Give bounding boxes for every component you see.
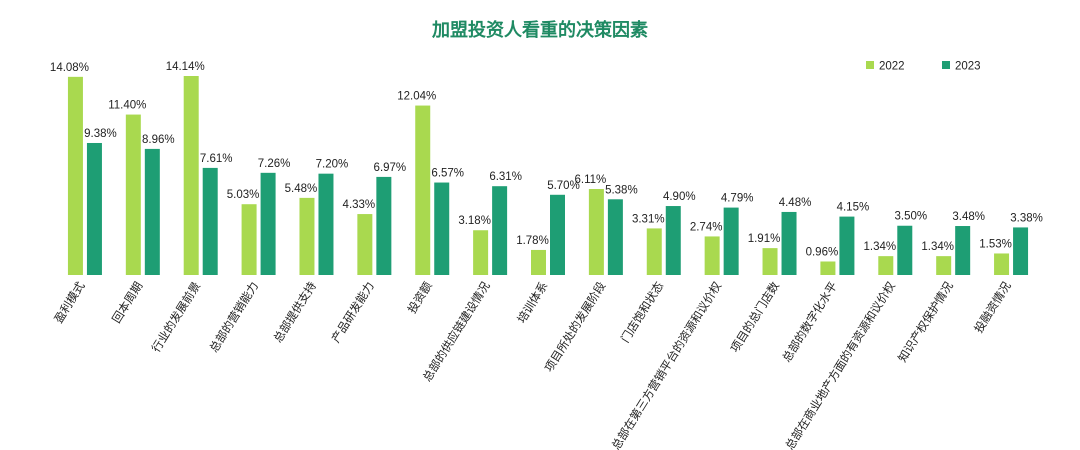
bar	[607, 199, 623, 275]
value-label: 1.91%	[748, 233, 781, 245]
bar	[144, 148, 160, 275]
value-label: 4.79%	[721, 193, 754, 205]
value-label: 6.97%	[374, 162, 407, 174]
bar	[665, 206, 681, 275]
bar	[820, 261, 836, 275]
bar	[550, 194, 565, 275]
legend-swatch	[866, 61, 874, 69]
x-tick-label: 产品研发能力	[328, 279, 376, 345]
x-tick-label: 总部在第三方营销平台的资源和议价权	[609, 279, 725, 450]
bar	[994, 253, 1010, 275]
x-tick-label: 知识产权保护情况	[895, 279, 956, 365]
bar	[67, 76, 83, 275]
x-tick-label: 总部提供支持	[271, 279, 320, 345]
x-tick-label: 回本周期	[109, 279, 145, 325]
value-label: 0.96%	[806, 246, 839, 258]
bar	[260, 172, 276, 275]
value-label: 3.18%	[458, 215, 491, 227]
x-tick-label: 盈利模式	[52, 279, 88, 325]
bar	[241, 204, 257, 275]
value-label: 4.33%	[343, 199, 376, 211]
value-label: 7.20%	[316, 159, 349, 171]
value-label: 4.90%	[663, 191, 696, 203]
bar	[86, 142, 102, 275]
bar	[897, 225, 913, 275]
bar	[434, 182, 450, 275]
value-label: 6.31%	[489, 171, 522, 183]
x-tick-label: 项目的总门店数	[728, 279, 783, 355]
legend-swatch	[942, 61, 950, 69]
x-tick-label: 行业的发展前景	[149, 279, 204, 355]
bar	[646, 228, 662, 275]
value-label: 4.48%	[779, 197, 812, 209]
bar	[415, 105, 431, 275]
value-label: 3.50%	[894, 211, 927, 223]
x-tick-label: 总部的供应链建设情况	[420, 279, 493, 384]
value-label: 1.34%	[921, 241, 954, 253]
x-tick-label: 培训体系	[514, 279, 550, 325]
bar	[781, 211, 797, 275]
value-label: 2.74%	[690, 221, 723, 233]
x-tick-label: 总部在商业地产方面的有资源和议价权	[782, 279, 898, 450]
x-tick-label: 门店饱和状态	[618, 279, 667, 345]
legend-label: 2023	[955, 61, 981, 73]
value-label: 1.53%	[979, 238, 1012, 250]
bar	[588, 189, 604, 275]
bar	[839, 216, 855, 275]
bar	[125, 114, 141, 276]
value-label: 5.70%	[547, 180, 580, 192]
x-tick-label: 总部的数字化水平	[779, 279, 840, 364]
bar	[936, 256, 952, 275]
value-label: 11.40%	[108, 100, 146, 112]
value-label: 12.04%	[397, 91, 436, 103]
bar	[1013, 227, 1029, 275]
x-tick-label: 总部的营销能力	[207, 279, 262, 355]
value-label: 7.61%	[200, 153, 233, 165]
x-tick-label: 项目所处的发展阶段	[542, 279, 609, 375]
value-label: 1.34%	[863, 241, 896, 253]
value-label: 5.03%	[227, 189, 260, 201]
bar	[492, 186, 508, 275]
bar	[183, 76, 199, 275]
bar	[723, 207, 739, 275]
value-label: 8.96%	[142, 134, 175, 146]
bar	[704, 236, 720, 275]
bar	[299, 197, 315, 275]
value-label: 9.38%	[84, 128, 117, 140]
value-label: 6.57%	[431, 168, 464, 180]
bar	[376, 176, 392, 275]
bar	[878, 256, 894, 275]
value-label: 3.31%	[632, 213, 665, 225]
bar	[202, 167, 218, 275]
value-label: 5.48%	[285, 183, 318, 195]
legend-label: 2022	[879, 61, 905, 73]
value-label: 5.38%	[605, 184, 638, 196]
bar	[473, 230, 489, 275]
value-label: 1.78%	[516, 235, 549, 247]
chart-title: 加盟投资人看重的决策因素	[431, 19, 648, 40]
x-tick-label: 投融资情况	[971, 279, 1014, 336]
value-label: 14.14%	[166, 61, 205, 73]
bar	[531, 249, 546, 275]
value-label: 14.08%	[50, 62, 89, 74]
bar	[318, 173, 334, 275]
value-label: 3.48%	[952, 211, 985, 223]
bar	[955, 226, 971, 275]
x-tick-label: 投资额	[405, 279, 435, 316]
value-label: 6.11%	[574, 174, 606, 186]
value-label: 7.26%	[258, 158, 291, 170]
bar	[762, 248, 778, 275]
value-label: 3.38%	[1010, 212, 1043, 224]
value-label: 4.15%	[837, 202, 870, 214]
bar	[357, 214, 373, 275]
